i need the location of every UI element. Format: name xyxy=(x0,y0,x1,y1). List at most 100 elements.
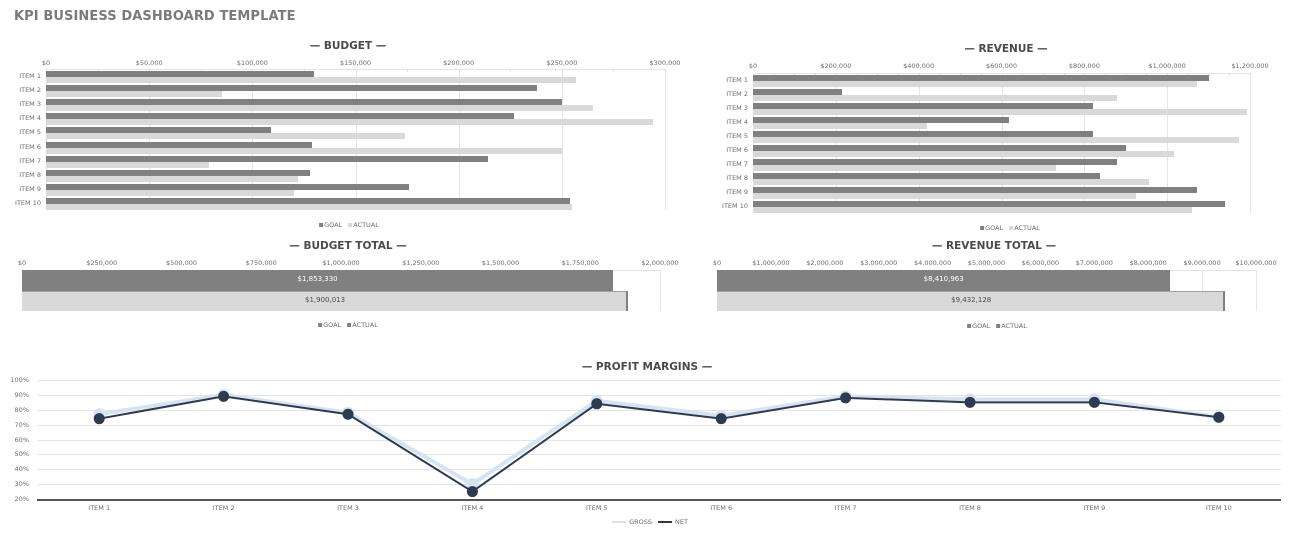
x-tick-label: $500,000 xyxy=(165,259,198,267)
net-line xyxy=(99,395,1219,493)
actual-bar xyxy=(753,81,1198,87)
chart-legend: GOAL ACTUAL xyxy=(980,224,1040,232)
category-label: ITEM 10 xyxy=(15,198,41,207)
goal-bar xyxy=(753,89,843,95)
axis-line xyxy=(46,69,665,70)
goal-bar xyxy=(753,201,1226,207)
goal-bar xyxy=(46,85,538,92)
category-label: ITEM 8 xyxy=(19,170,41,179)
x-tick-label: $1,200,000 xyxy=(1231,62,1269,70)
category-label: ITEM 3 xyxy=(19,100,41,109)
x-tick-label: $1,500,000 xyxy=(481,259,520,267)
goal-bar xyxy=(753,187,1198,193)
y-tick-label: 100% xyxy=(10,376,29,384)
actual-bar xyxy=(46,203,573,210)
x-tick-label: $250,000 xyxy=(86,259,118,267)
minor-gridline xyxy=(877,73,879,76)
x-tick-label: $200,000 xyxy=(443,59,475,67)
legend-item-net: NET xyxy=(657,518,688,526)
net-point xyxy=(342,408,354,420)
goal-bar xyxy=(46,99,562,106)
goal-bar xyxy=(46,127,271,134)
x-category-label: ITEM 5 xyxy=(585,504,608,512)
net-point xyxy=(715,413,727,425)
actual-bar xyxy=(753,95,1117,101)
goal-bar xyxy=(753,75,1209,81)
gridline xyxy=(37,394,1281,396)
x-tick-label: $2,000,000 xyxy=(806,259,844,267)
actual-bar xyxy=(753,207,1192,213)
gridline xyxy=(1084,73,1086,213)
actual-bar xyxy=(753,179,1149,185)
goal-bar xyxy=(46,197,571,204)
chart-legend: GROSS NET xyxy=(612,518,688,526)
actual-bar xyxy=(46,105,593,112)
x-tick-label: $7,000,000 xyxy=(1075,259,1113,267)
goal-swatch-icon xyxy=(318,323,323,327)
legend-label: ACTUAL xyxy=(352,321,378,329)
x-tick-label: $250,000 xyxy=(546,59,578,67)
actual-bar xyxy=(46,161,209,168)
minor-gridline xyxy=(980,73,982,76)
goal-swatch-icon xyxy=(967,324,972,328)
gridline xyxy=(355,69,357,210)
x-category-label: ITEM 7 xyxy=(834,504,857,512)
x-tick-label: $1,750,000 xyxy=(561,259,599,267)
category-label: ITEM 7 xyxy=(726,160,748,168)
minor-gridline xyxy=(1229,73,1231,76)
chart-title: — REVENUE — xyxy=(964,43,1048,55)
x-tick-label: $5,000,000 xyxy=(967,259,1006,267)
minor-gridline xyxy=(97,69,99,72)
category-label: ITEM 9 xyxy=(726,188,748,196)
actual-bar xyxy=(753,137,1240,143)
goal-bar xyxy=(46,113,515,120)
minor-gridline xyxy=(613,69,615,72)
actual-total-bar xyxy=(717,290,1226,311)
axis-line xyxy=(753,73,1250,74)
revenue-total-chart: — REVENUE TOTAL — $0 $1,000,000 $2,000,000 $… xyxy=(713,240,1277,330)
legend-label: ACTUAL xyxy=(1014,224,1040,232)
x-tick-label: $400,000 xyxy=(903,62,935,70)
chart-title: — BUDGET TOTAL — xyxy=(289,240,407,252)
net-point xyxy=(218,390,230,402)
legend-label: GOAL xyxy=(324,221,343,229)
actual-swatch-icon xyxy=(1009,226,1014,230)
goal-bar xyxy=(753,117,1010,123)
legend-label: GOAL xyxy=(985,224,1004,232)
legend-label: ACTUAL xyxy=(1001,322,1027,330)
x-axis-line xyxy=(37,499,1281,501)
total-value-label: $8,410,963 xyxy=(923,275,964,284)
total-value-label: $1,853,330 xyxy=(297,275,338,284)
actual-bar xyxy=(753,151,1174,157)
x-tick-label: $2,000,000 xyxy=(641,259,679,267)
x-tick-label: $4,000,000 xyxy=(913,259,952,267)
x-tick-label: $150,000 xyxy=(339,59,372,67)
minor-gridline xyxy=(815,73,817,76)
category-label: ITEM 5 xyxy=(19,128,41,137)
legend-item-actual: ACTUAL xyxy=(347,321,378,329)
minor-gridline xyxy=(1105,73,1107,76)
gridline xyxy=(458,69,460,210)
gridline xyxy=(37,380,1281,381)
y-tick-label: 40% xyxy=(14,465,29,474)
category-label: ITEM 1 xyxy=(19,72,41,80)
x-tick-label: $0 xyxy=(17,259,27,267)
y-tick-label: 80% xyxy=(14,405,29,414)
x-tick-label: $6,000,000 xyxy=(1021,259,1059,267)
actual-bar xyxy=(753,109,1248,115)
y-tick-label: 70% xyxy=(14,420,29,429)
goal-bar xyxy=(46,71,315,77)
gridline xyxy=(1250,73,1251,213)
x-category-label: ITEM 10 xyxy=(1205,504,1232,512)
gridline xyxy=(37,424,1281,426)
category-label: ITEM 5 xyxy=(726,132,748,140)
legend-item-goal: GOAL xyxy=(967,322,990,330)
category-label: ITEM 8 xyxy=(726,174,748,182)
minor-gridline xyxy=(303,69,305,72)
actual-total-bar xyxy=(22,290,629,311)
budget-total-chart: — BUDGET TOTAL — $0 $250,000 $500,000 $750,0… xyxy=(0,0,690,340)
legend-item-goal: GOAL xyxy=(980,224,1003,232)
gross-line-icon xyxy=(612,521,627,523)
x-tick-label: $800,000 xyxy=(1068,62,1100,70)
legend-label: NET xyxy=(674,518,688,526)
